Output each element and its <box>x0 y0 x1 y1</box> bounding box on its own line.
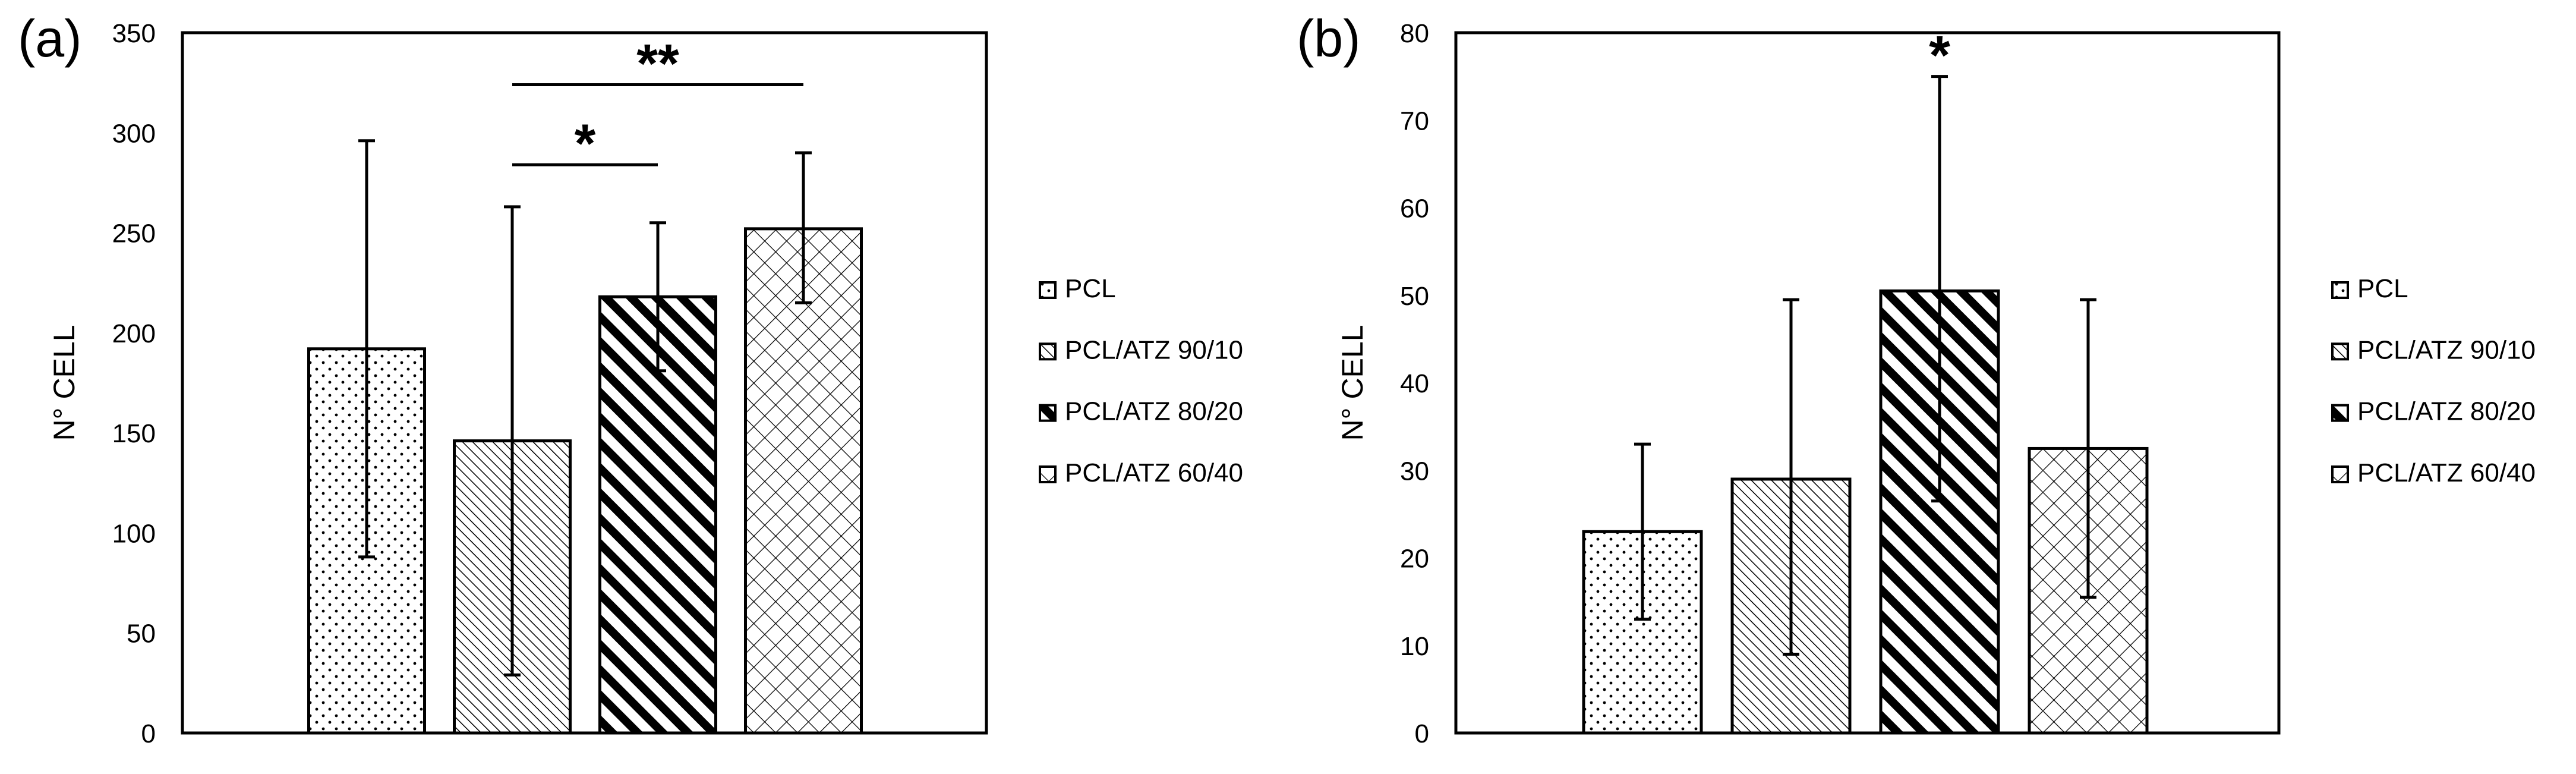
panel-label: (a) <box>18 9 82 68</box>
y-tick-label: 80 <box>1400 19 1429 48</box>
y-tick-label: 50 <box>127 619 156 649</box>
y-tick-label: 0 <box>141 719 156 748</box>
y-tick-label: 300 <box>112 119 156 148</box>
plot-area <box>1454 31 2281 735</box>
y-axis-label: N° CELL <box>1336 325 1369 441</box>
y-tick-label: 40 <box>1400 369 1429 398</box>
legend-label: PCL <box>2357 274 2408 303</box>
y-tick-label: 10 <box>1400 632 1429 661</box>
legend-label: PCL <box>1065 274 1116 303</box>
y-tick-label: 250 <box>112 219 156 248</box>
legend-swatch <box>2331 404 2349 422</box>
bar <box>744 227 863 735</box>
legend-label: PCL/ATZ 90/10 <box>2357 335 2536 364</box>
plot-area <box>181 31 988 735</box>
y-tick-label: 350 <box>112 19 156 48</box>
y-tick-label: 100 <box>112 519 156 548</box>
y-tick-label: 50 <box>1400 282 1429 311</box>
y-tick-label: 30 <box>1400 457 1429 486</box>
legend-label: PCL/ATZ 60/40 <box>1065 458 1243 487</box>
legend-swatch <box>2331 465 2349 483</box>
panel-label: (b) <box>1297 9 1361 68</box>
chart-panel-b: (b) 0 10 20 30 40 50 60 70 80 N° CELL * PCL PCL/ATZ 9… <box>1297 9 2536 748</box>
significance-label: * <box>1929 26 1950 86</box>
legend-swatch <box>1039 342 1057 361</box>
y-tick-label: 20 <box>1400 545 1429 574</box>
bar <box>598 295 717 735</box>
legend-swatch <box>1039 404 1057 422</box>
legend-swatch <box>2331 342 2349 361</box>
y-tick-label: 0 <box>1415 719 1429 748</box>
y-tick-label: 70 <box>1400 106 1429 136</box>
legend-swatch <box>2331 281 2349 299</box>
y-axis-label: N° CELL <box>48 325 81 441</box>
legend-label: PCL/ATZ 80/20 <box>2357 397 2536 426</box>
legend-label: PCL/ATZ 60/40 <box>2357 458 2536 487</box>
y-tick-label: 150 <box>112 419 156 448</box>
significance-label: * <box>575 114 596 174</box>
y-tick-label: 200 <box>112 319 156 348</box>
legend-label: PCL/ATZ 90/10 <box>1065 335 1243 364</box>
significance-label: ** <box>636 34 679 95</box>
legend-swatch <box>1039 465 1057 483</box>
legend-swatch <box>1039 281 1057 299</box>
legend-label: PCL/ATZ 80/20 <box>1065 397 1243 426</box>
y-tick-label: 60 <box>1400 194 1429 224</box>
